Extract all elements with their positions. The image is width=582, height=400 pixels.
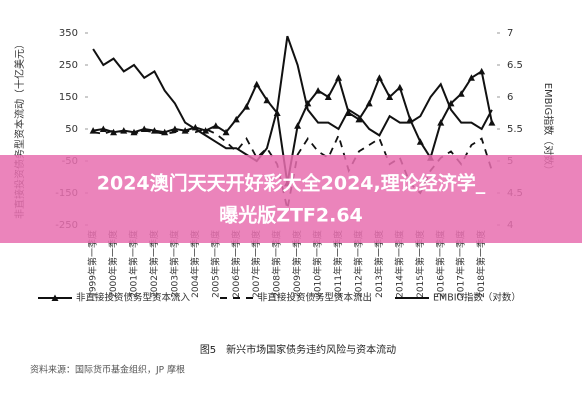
x-tick-label: 2018年第一季度 (475, 230, 487, 298)
x-tick-label: 2011年第一季度 (332, 230, 344, 298)
point-marker (335, 74, 343, 81)
y-tick-label: 150 (59, 92, 78, 103)
point-marker (355, 115, 363, 123)
x-tick-label: 2017年第一季度 (455, 230, 467, 298)
point-marker (263, 96, 271, 104)
x-tick-label: 1999年第一季度 (87, 230, 99, 298)
point-marker (150, 127, 158, 134)
point-marker (396, 83, 404, 91)
point-marker (99, 125, 107, 132)
x-tick-label: 2006年第一季度 (230, 230, 242, 298)
point-marker (232, 115, 240, 123)
point-marker (253, 80, 261, 88)
point-marker (294, 122, 302, 129)
legend-label: EMBIG指数（对数） (433, 292, 521, 304)
x-tick-label: 2001年第一季度 (128, 230, 140, 298)
point-marker (365, 99, 373, 107)
x-tick-label: 2009年第一季度 (291, 230, 303, 298)
x-tick-label: 2007年第一季度 (250, 230, 262, 298)
x-tick-label: 2012年第一季度 (352, 230, 364, 298)
x-tick-label: 2014年第一季度 (393, 230, 405, 298)
y2-tick-label: 6.5 (507, 60, 523, 71)
y2-tick-label: 6 (507, 92, 513, 103)
x-tick-label: 2005年第一季度 (209, 230, 221, 298)
x-tick-label: 2015年第一季度 (414, 230, 426, 298)
y-tick-label: 250 (59, 60, 78, 71)
point-marker (212, 122, 220, 129)
y2-tick-label: 7 (507, 28, 513, 39)
point-marker (437, 119, 445, 126)
point-marker (478, 67, 486, 75)
source: 资料来源：国际货币基金组织，JP 摩根 (30, 364, 185, 376)
legend-marker (51, 294, 59, 301)
legend-label: 非直接投资债务型资本流出 (258, 292, 372, 304)
point-marker (467, 74, 475, 81)
point-marker (324, 93, 332, 100)
x-tick-label: 2002年第一季度 (148, 230, 160, 298)
point-marker (222, 128, 230, 136)
point-marker (457, 90, 465, 97)
series-line (92, 35, 493, 163)
x-tick-label: 2004年第一季度 (189, 230, 201, 298)
point-marker (386, 93, 394, 100)
x-tick-label: 2013年第一季度 (373, 230, 385, 298)
point-marker (416, 138, 424, 145)
point-marker (242, 103, 250, 110)
y-tick-label: 350 (59, 28, 78, 39)
legend-label: 非直接投资债务型资本流入 (76, 292, 191, 304)
x-tick-label: 2008年第一季度 (271, 230, 283, 298)
caption: 图5 新兴市场国家债务违约风险与资本流动 (200, 343, 396, 356)
x-tick-label: 2000年第一季度 (107, 230, 119, 298)
point-marker (171, 125, 179, 132)
series-line (92, 69, 493, 184)
point-marker (314, 87, 322, 94)
point-marker (202, 127, 210, 134)
y-tick-label: 50 (65, 124, 78, 135)
y2-axis-title: EMBIG指数（对数） (542, 83, 555, 176)
overlay-banner (0, 155, 582, 243)
point-marker (110, 128, 118, 136)
y2-tick-label: 5.5 (507, 124, 523, 135)
x-tick-label: 2010年第一季度 (312, 230, 324, 298)
point-marker (488, 119, 496, 126)
overlay-text: 2024澳门天天开好彩大全2024,理论经济学_ (97, 172, 486, 195)
overlay-text: 曝光版ZTF2.64 (219, 204, 363, 227)
x-tick-label: 2016年第一季度 (434, 230, 446, 298)
x-tick-label: 2003年第一季度 (168, 230, 180, 298)
point-marker (375, 74, 383, 81)
